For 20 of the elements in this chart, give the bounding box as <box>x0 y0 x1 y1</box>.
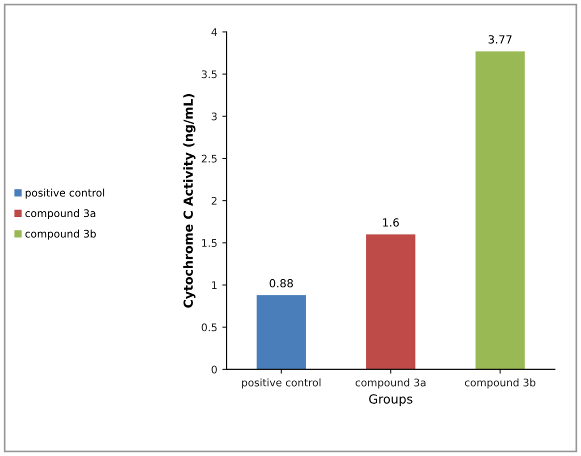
legend-label: compound 3a <box>25 209 96 220</box>
y-tick-label: 0 <box>212 366 217 374</box>
legend-label: compound 3b <box>25 230 96 240</box>
y-tick-label: 0.5 <box>202 323 217 332</box>
x-tick-label: compound 3b <box>464 378 536 388</box>
y-tick-label: 2.5 <box>202 154 217 163</box>
x-tick-label: positive control <box>242 378 320 388</box>
x-tick-label: compound 3a <box>356 378 426 388</box>
y-axis-title: Cytochrome C Activity (ng/mL) <box>183 94 196 308</box>
y-tick-label: 3.5 <box>202 70 217 78</box>
y-tick-label: 1.5 <box>202 239 217 247</box>
y-tick-label: 2 <box>212 196 217 205</box>
x-axis-title: Groups <box>369 394 412 406</box>
y-tick-label: 3 <box>212 112 217 120</box>
data-label: 3.77 <box>488 35 512 44</box>
y-tick-label: 1 <box>212 281 217 289</box>
data-label: 1.6 <box>383 218 399 227</box>
legend-label: positive control <box>26 188 104 199</box>
data-label: 0.88 <box>270 279 293 288</box>
y-tick-label: 4 <box>211 28 217 36</box>
